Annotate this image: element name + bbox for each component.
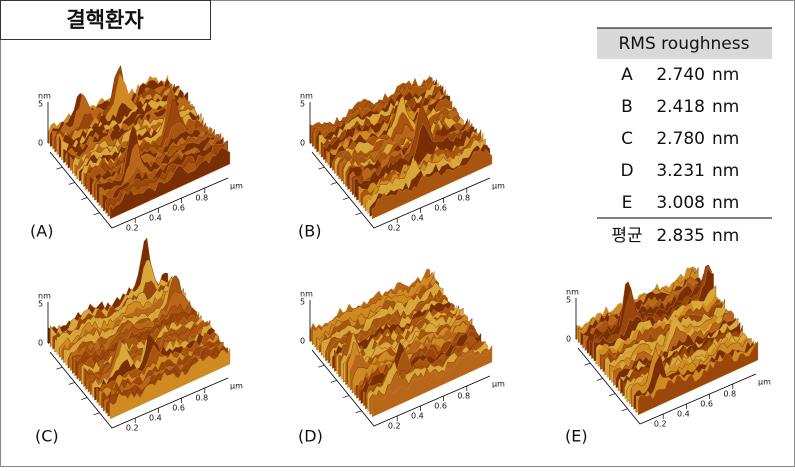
- panel-label: (E): [565, 427, 588, 446]
- tick: [330, 182, 337, 185]
- tick: [93, 412, 100, 416]
- avg-unit: nm: [712, 226, 739, 246]
- row-unit: nm: [712, 161, 739, 181]
- row-unit: nm: [712, 65, 739, 85]
- x-unit: μm: [758, 378, 771, 387]
- panel-label: (D): [298, 427, 323, 446]
- x-unit: μm: [230, 382, 243, 391]
- base-axis: [577, 347, 757, 425]
- z-tick: 0: [300, 139, 305, 148]
- surface-strip: [109, 147, 231, 220]
- x-tick: 0.6: [434, 402, 447, 411]
- tick: [81, 197, 88, 200]
- row-label: E: [622, 193, 633, 213]
- x-tick: 0.4: [411, 214, 424, 223]
- x-unit: μm: [230, 182, 243, 191]
- z-tick: 0: [38, 339, 43, 348]
- tick: [355, 410, 362, 414]
- x-tick: 0.6: [172, 404, 185, 413]
- table-header: RMS roughness: [619, 34, 750, 54]
- z-unit: nm: [38, 92, 51, 101]
- base-axis: [311, 349, 491, 427]
- title-box: [0, 0, 211, 40]
- tick: [56, 166, 63, 170]
- tick: [343, 197, 350, 200]
- z-unit: nm: [38, 292, 51, 301]
- z-tick: 5: [300, 298, 305, 307]
- tick: [68, 382, 75, 385]
- tick: [584, 362, 591, 366]
- x-tick: 0.8: [195, 394, 208, 403]
- row-value: 2.740: [656, 65, 705, 85]
- x-tick: 0.6: [700, 400, 713, 409]
- x-tick: 0.2: [388, 224, 401, 233]
- row-value: 2.780: [656, 129, 705, 149]
- tick: [68, 182, 75, 185]
- row-value: 2.418: [656, 97, 705, 117]
- tick: [93, 212, 100, 216]
- x-tick: 0.8: [457, 392, 470, 401]
- row-unit: nm: [712, 97, 739, 117]
- row-unit: nm: [712, 193, 739, 213]
- tick: [318, 166, 325, 170]
- panel-label: (B): [298, 222, 321, 241]
- x-tick: 0.8: [195, 194, 208, 203]
- base-axis: [311, 151, 491, 229]
- z-tick: 0: [300, 337, 305, 346]
- x-tick: 0.6: [434, 204, 447, 213]
- x-tick: 0.4: [149, 414, 162, 423]
- row-label: C: [621, 129, 633, 149]
- x-tick: 0.4: [677, 410, 690, 419]
- x-tick: 0.4: [411, 412, 424, 421]
- table-header-bg: [597, 28, 772, 59]
- surface-strip: [371, 344, 493, 418]
- row-label: B: [621, 97, 633, 117]
- base-axis: [49, 151, 229, 229]
- tick: [81, 397, 88, 400]
- row-value: 3.008: [656, 193, 705, 213]
- avg-label: 평균: [611, 226, 642, 246]
- tick: [56, 366, 63, 370]
- tick: [596, 378, 603, 381]
- tick: [318, 364, 325, 368]
- z-tick: 0: [566, 335, 571, 344]
- surface-strip: [637, 340, 759, 416]
- z-tick: 0: [38, 139, 43, 148]
- tick: [355, 212, 362, 216]
- surface-strip: [371, 148, 493, 220]
- avg-value: 2.835: [656, 226, 705, 246]
- base-axis: [49, 351, 229, 429]
- x-unit: μm: [492, 380, 505, 389]
- panel-label: (A): [30, 222, 53, 241]
- x-tick: 0.2: [654, 420, 667, 429]
- title: 결핵환자: [66, 8, 144, 32]
- z-unit: nm: [300, 290, 313, 299]
- row-label: A: [621, 65, 633, 85]
- x-tick: 0.8: [457, 194, 470, 203]
- z-tick: 5: [38, 100, 43, 109]
- tick: [330, 380, 337, 383]
- z-tick: 5: [566, 296, 571, 305]
- tick: [621, 408, 628, 412]
- x-tick: 0.8: [723, 390, 736, 399]
- tick: [343, 395, 350, 398]
- x-tick: 0.2: [126, 224, 139, 233]
- x-tick: 0.2: [126, 424, 139, 433]
- x-tick: 0.4: [149, 214, 162, 223]
- row-label: D: [620, 161, 633, 181]
- surface-strip: [109, 348, 231, 420]
- z-unit: nm: [566, 288, 579, 297]
- z-tick: 5: [300, 100, 305, 109]
- x-unit: μm: [492, 182, 505, 191]
- row-value: 3.231: [656, 161, 705, 181]
- z-unit: nm: [300, 92, 313, 101]
- panel-label: (C): [35, 427, 59, 446]
- z-tick: 5: [38, 300, 43, 309]
- row-unit: nm: [712, 129, 739, 149]
- tick: [609, 393, 616, 396]
- x-tick: 0.6: [172, 204, 185, 213]
- x-tick: 0.2: [388, 422, 401, 431]
